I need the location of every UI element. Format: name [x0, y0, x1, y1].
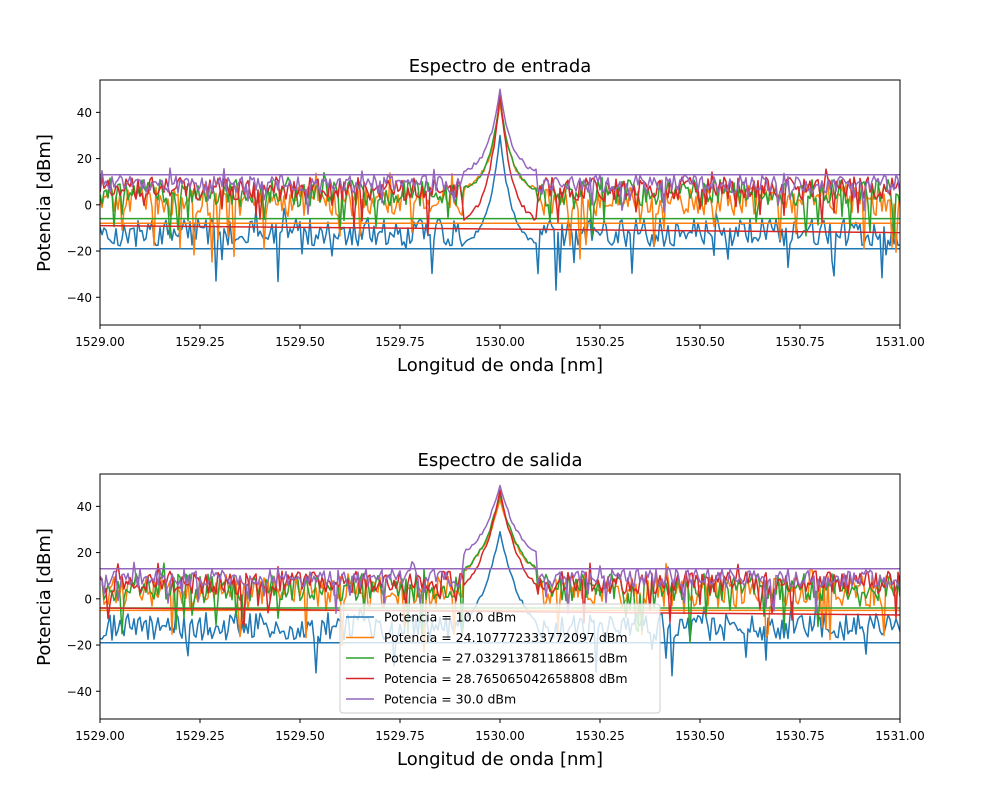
- input-spectrum-y-tick-label: 0: [84, 198, 92, 212]
- output-spectrum-x-tick-label: 1530.00: [475, 729, 525, 743]
- input-spectrum-series-group: [100, 88, 900, 291]
- output-spectrum-y-tick-label: 0: [84, 592, 92, 606]
- input-spectrum-x-tick-label: 1529.25: [175, 335, 225, 349]
- output-spectrum-series-1-line: [100, 531, 900, 677]
- legend: Potencia = 10.0 dBm Potencia = 24.1077723…: [339, 603, 661, 714]
- output-spectrum-ticks: 1529.00 1529.25 1529.50 1529.75 1530.00 1530.…: [67, 500, 925, 743]
- legend-box: [339, 603, 661, 714]
- input-spectrum-ylabel: Potencia [dBm]: [34, 134, 55, 272]
- input-spectrum-x-tick-label: 1531.00: [875, 335, 925, 349]
- input-spectrum-y-tick-label: −20: [67, 245, 92, 259]
- legend-label: Potencia = 28.765065042658808 dBm: [384, 671, 628, 686]
- output-spectrum-x-tick-label: 1530.75: [775, 729, 825, 743]
- output-spectrum-y-tick-label: −20: [67, 639, 92, 653]
- output-spectrum-x-tick-label: 1529.50: [275, 729, 325, 743]
- input-spectrum-x-tick-label: 1529.50: [275, 335, 325, 349]
- input-spectrum-y-tick-label: 40: [77, 106, 92, 120]
- input-spectrum-x-tick-label: 1530.75: [775, 335, 825, 349]
- input-spectrum-y-tick-label: 20: [77, 152, 92, 166]
- output-spectrum-series-5-line: [100, 484, 900, 615]
- input-spectrum-x-tick-label: 1529.00: [75, 335, 125, 349]
- output-spectrum-panel: Espectro de salida 1529.00 1529.25 1529.50…: [34, 450, 925, 770]
- input-spectrum-x-tick-label: 1530.50: [675, 335, 725, 349]
- output-spectrum-series-4-line: [100, 489, 900, 627]
- output-spectrum-xlabel: Longitud de onda [nm]: [397, 749, 603, 770]
- input-spectrum-x-tick-label: 1530.00: [475, 335, 525, 349]
- input-spectrum-title: Espectro de entrada: [409, 56, 592, 77]
- output-spectrum-y-tick-label: 20: [77, 546, 92, 560]
- output-spectrum-x-tick-label: 1530.50: [675, 729, 725, 743]
- output-spectrum-x-tick-label: 1531.00: [875, 729, 925, 743]
- input-spectrum-series-5-line: [100, 88, 900, 215]
- input-spectrum-y-tick-label: −40: [67, 291, 92, 305]
- output-spectrum-ylabel: Potencia [dBm]: [34, 528, 55, 666]
- output-spectrum-x-tick-label: 1530.25: [575, 729, 625, 743]
- input-spectrum-series-4-floor-line: [100, 224, 900, 234]
- legend-label: Potencia = 30.0 dBm: [384, 692, 516, 707]
- output-spectrum-title: Espectro de salida: [417, 450, 582, 471]
- output-spectrum-y-tick-label: −40: [67, 685, 92, 699]
- input-spectrum-x-tick-label: 1529.75: [375, 335, 425, 349]
- input-spectrum-xlabel: Longitud de onda [nm]: [397, 355, 603, 376]
- legend-label: Potencia = 27.032913781186615 dBm: [384, 651, 628, 666]
- output-spectrum-y-tick-label: 40: [77, 500, 92, 514]
- output-spectrum-x-tick-label: 1529.25: [175, 729, 225, 743]
- output-spectrum-x-tick-label: 1529.75: [375, 729, 425, 743]
- legend-label: Potencia = 24.107772333772097 dBm: [384, 630, 628, 645]
- legend-label: Potencia = 10.0 dBm: [384, 610, 516, 625]
- output-spectrum-x-tick-label: 1529.00: [75, 729, 125, 743]
- input-spectrum-x-tick-label: 1530.25: [575, 335, 625, 349]
- input-spectrum-panel: Espectro de entrada 1529.00 1529.25 1529.5…: [34, 56, 925, 376]
- input-spectrum-ticks: 1529.00 1529.25 1529.50 1529.75 1530.00 1530.…: [67, 106, 925, 349]
